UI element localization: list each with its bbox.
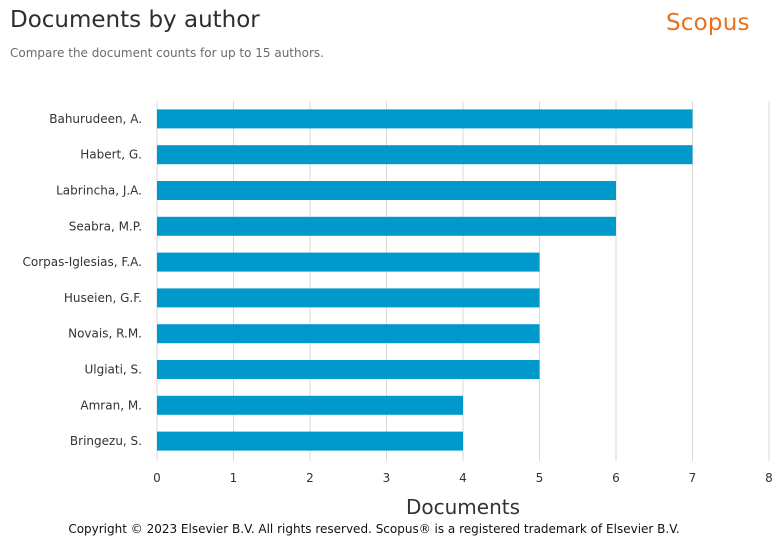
bar: [157, 324, 540, 344]
bar: [157, 109, 693, 129]
x-tick-label: 8: [765, 471, 773, 485]
y-category-label: Seabra, M.P.: [69, 219, 142, 233]
y-category-label: Huseien, G.F.: [64, 291, 142, 305]
x-tick-label: 3: [383, 471, 391, 485]
x-tick-label: 7: [689, 471, 697, 485]
y-category-label: Bringezu, S.: [70, 434, 142, 448]
chart-subtitle: Compare the document counts for up to 15…: [10, 46, 324, 60]
chart-title: Documents by author: [10, 7, 260, 33]
bar: [157, 216, 616, 236]
y-category-label: Labrincha, J.A.: [56, 184, 142, 198]
bar: [157, 252, 540, 272]
x-tick-label: 0: [153, 471, 161, 485]
y-category-label: Novais, R.M.: [68, 327, 142, 341]
bar: [157, 360, 540, 379]
x-axis-title: Documents: [405, 495, 521, 519]
x-tick-label: 1: [230, 471, 238, 485]
bar: [157, 288, 540, 308]
documents-by-author-chart: 0 1 2 3 4 5 6 7 8 Bahurudeen, A. Habert, G. Labrinc…: [22, 101, 773, 485]
y-category-label: Bahurudeen, A.: [49, 112, 142, 126]
x-tick-label: 4: [459, 471, 467, 485]
bar: [157, 145, 693, 165]
y-category-label: Ulgiati, S.: [84, 363, 142, 377]
scopus-logo[interactable]: Scopus: [666, 10, 750, 36]
bar: [157, 395, 463, 415]
copyright-footer: Copyright © 2023 Elsevier B.V. All right…: [68, 522, 680, 536]
x-tick-label: 5: [536, 471, 544, 485]
bar: [157, 181, 616, 200]
y-category-label: Amran, M.: [80, 398, 142, 412]
y-category-label: Corpas-Iglesias, F.A.: [22, 255, 142, 269]
y-category-label: Habert, G.: [80, 148, 142, 162]
bar: [157, 431, 463, 451]
x-tick-label: 6: [612, 471, 620, 485]
x-tick-label: 2: [306, 471, 314, 485]
